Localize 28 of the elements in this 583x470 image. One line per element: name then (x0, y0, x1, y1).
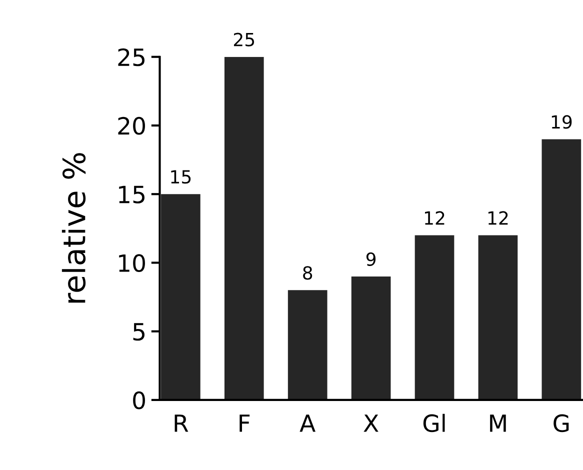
y-axis-title: relative % (62, 153, 86, 303)
data-label: 12 (488, 211, 508, 225)
y-tick-label: 5 (133, 323, 144, 341)
x-tick-label: R (174, 414, 188, 432)
bar (351, 276, 391, 400)
data-label: 8 (303, 266, 312, 280)
bar (478, 235, 518, 400)
y-tick-label: 15 (119, 186, 144, 204)
x-tick-label: M (490, 414, 506, 432)
bar (414, 235, 454, 400)
y-tick-label: 10 (119, 254, 145, 272)
x-tick-label: F (240, 414, 250, 432)
x-tick-label: G (554, 414, 569, 432)
data-label: 12 (425, 211, 444, 225)
x-tick-label: Gl (423, 414, 445, 432)
bar (542, 139, 582, 400)
x-tick-label: A (300, 414, 316, 432)
data-label: 9 (366, 252, 376, 266)
bar (224, 56, 264, 400)
data-label: 19 (552, 115, 572, 129)
y-tick-label: 25 (118, 48, 144, 66)
y-tick-label: 0 (133, 391, 145, 410)
x-tick-label: X (364, 414, 378, 432)
data-label: 15 (171, 170, 191, 184)
bar (161, 194, 200, 400)
bar (288, 290, 328, 400)
y-tick-label: 20 (118, 116, 145, 135)
data-label: 25 (234, 32, 254, 46)
